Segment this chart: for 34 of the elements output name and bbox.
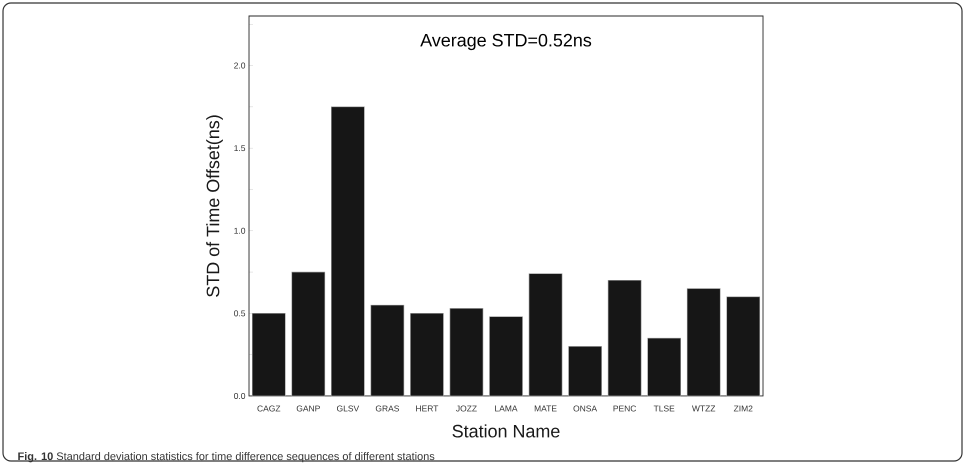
bar	[568, 346, 602, 396]
annotation: Average STD=0.52ns	[420, 34, 592, 50]
y-axis-title: STD of Time Offset(ns)	[206, 115, 223, 297]
x-axis-title: Station Name	[452, 424, 560, 438]
y-tick-label: 0.5	[234, 310, 246, 316]
x-tick-label: LAMA	[495, 406, 518, 412]
y-tick-label: 1.0	[234, 228, 246, 234]
x-tick-label: GRAS	[376, 406, 400, 412]
x-tick-label: HERT	[416, 406, 438, 412]
bar	[528, 273, 562, 396]
bar	[489, 316, 523, 396]
x-tick-label: CAGZ	[257, 406, 280, 412]
bar	[370, 304, 404, 396]
bar	[726, 296, 760, 396]
x-tick-label: GANP	[296, 406, 320, 412]
bar	[647, 338, 681, 396]
bar	[686, 288, 720, 396]
y-tick-label: 0.0	[234, 392, 246, 399]
y-tick-label: 1.5	[234, 145, 246, 152]
bar	[331, 106, 365, 396]
bar	[410, 313, 444, 396]
x-tick-label: PENC	[614, 406, 636, 412]
x-tick-label: ZIM2	[734, 406, 752, 412]
x-tick-label: WTZZ	[692, 406, 716, 412]
bar	[608, 280, 642, 396]
y-tick-label: 2.0	[234, 62, 246, 69]
x-tick-label: ONSA	[573, 406, 598, 412]
x-tick-label: TLSE	[654, 406, 674, 412]
x-tick-label: MATE	[534, 406, 557, 412]
bar	[450, 308, 484, 396]
x-tick-label: GLSV	[336, 406, 360, 412]
bar	[292, 272, 326, 396]
x-tick-label: JOZZ	[456, 406, 477, 412]
bar	[252, 313, 286, 396]
